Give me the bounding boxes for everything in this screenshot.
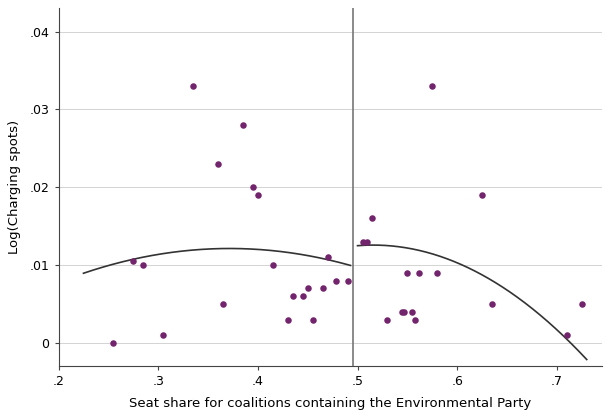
Point bbox=[213, 161, 223, 167]
Point bbox=[487, 301, 497, 307]
Point bbox=[428, 83, 437, 89]
Point bbox=[238, 122, 248, 128]
Point bbox=[407, 308, 417, 315]
Y-axis label: Log(Charging spots): Log(Charging spots) bbox=[9, 120, 21, 255]
Point bbox=[248, 184, 258, 191]
Point bbox=[362, 238, 372, 245]
Point bbox=[138, 262, 148, 268]
Point bbox=[159, 332, 168, 339]
Point bbox=[477, 192, 487, 199]
Point bbox=[432, 270, 442, 276]
Point bbox=[400, 308, 409, 315]
Point bbox=[283, 316, 293, 323]
Point bbox=[577, 301, 587, 307]
Point bbox=[308, 316, 318, 323]
Point bbox=[268, 262, 278, 268]
Point bbox=[218, 301, 228, 307]
Point bbox=[303, 285, 312, 292]
Point bbox=[298, 293, 307, 300]
Point bbox=[382, 316, 392, 323]
Point bbox=[368, 215, 378, 222]
Point bbox=[343, 278, 353, 284]
Point bbox=[288, 293, 298, 300]
Point bbox=[411, 316, 420, 323]
Point bbox=[323, 254, 332, 261]
Point bbox=[357, 238, 367, 245]
Point bbox=[331, 278, 340, 284]
Point bbox=[398, 308, 407, 315]
Point bbox=[109, 339, 118, 346]
Point bbox=[318, 285, 328, 292]
Point bbox=[403, 270, 412, 276]
Point bbox=[129, 258, 138, 265]
X-axis label: Seat share for coalitions containing the Environmental Party: Seat share for coalitions containing the… bbox=[129, 397, 531, 410]
Point bbox=[562, 332, 572, 339]
Point bbox=[188, 83, 198, 89]
Point bbox=[414, 270, 424, 276]
Point bbox=[253, 192, 263, 199]
